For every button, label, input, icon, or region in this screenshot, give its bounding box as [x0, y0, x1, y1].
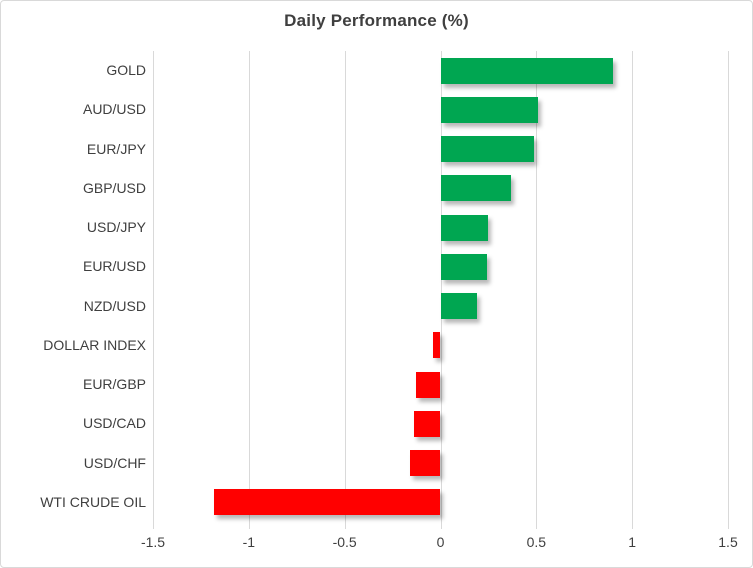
bar-nzd-usd — [440, 293, 477, 320]
category-label: DOLLAR INDEX — [43, 336, 146, 353]
plot-area — [153, 51, 729, 529]
category-label: EUR/JPY — [86, 140, 146, 157]
value-axis: -1.5 -1 -0.5 0 0.5 1 1.5 — [141, 534, 738, 554]
bar-usd-cad — [413, 410, 441, 437]
gridline — [248, 51, 250, 529]
x-tick-label: 0.5 — [526, 534, 547, 550]
x-tick-label: 1.5 — [718, 534, 738, 550]
gridline — [728, 51, 729, 529]
category-label: EUR/GBP — [82, 376, 146, 392]
bar-gbp-usd — [440, 175, 512, 202]
bar-usd-jpy — [440, 214, 489, 241]
gridline — [632, 51, 634, 529]
chart-title: Daily Performance (%) — [284, 11, 469, 30]
x-tick-label: -1 — [242, 534, 256, 550]
bar-wti-crude-oil — [214, 489, 441, 516]
category-label: AUD/USD — [82, 101, 146, 118]
bar-usd-chf — [409, 450, 441, 477]
category-label: EUR/USD — [82, 258, 146, 275]
x-tick-label: 1 — [628, 534, 637, 550]
category-label: USD/JPY — [86, 219, 146, 235]
bar-eur-usd — [440, 253, 487, 280]
gridline — [440, 51, 442, 529]
gridline — [536, 51, 538, 529]
category-label: NZD/USD — [83, 297, 146, 314]
category-label: GOLD — [106, 62, 146, 78]
x-tick-label: -0.5 — [332, 534, 357, 550]
bar-aud-usd — [440, 96, 539, 123]
bar-eur-gbp — [415, 371, 441, 398]
bar-gold — [440, 57, 613, 84]
bar-eur-jpy — [440, 136, 535, 163]
bar-dollar-index — [432, 332, 441, 359]
x-tick-label: 0 — [436, 534, 445, 550]
category-label: GBP/USD — [82, 179, 146, 196]
gridline — [344, 51, 346, 529]
category-label: USD/CHF — [83, 454, 146, 471]
gridline — [153, 51, 154, 529]
category-label: WTI CRUDE OIL — [40, 493, 146, 510]
category-label: USD/CAD — [82, 415, 146, 432]
category-axis: GOLD AUD/USD EUR/JPY GBP/USD USD/JPY EUR/USD N… — [1, 51, 146, 522]
x-tick-label: -1.5 — [140, 534, 166, 550]
